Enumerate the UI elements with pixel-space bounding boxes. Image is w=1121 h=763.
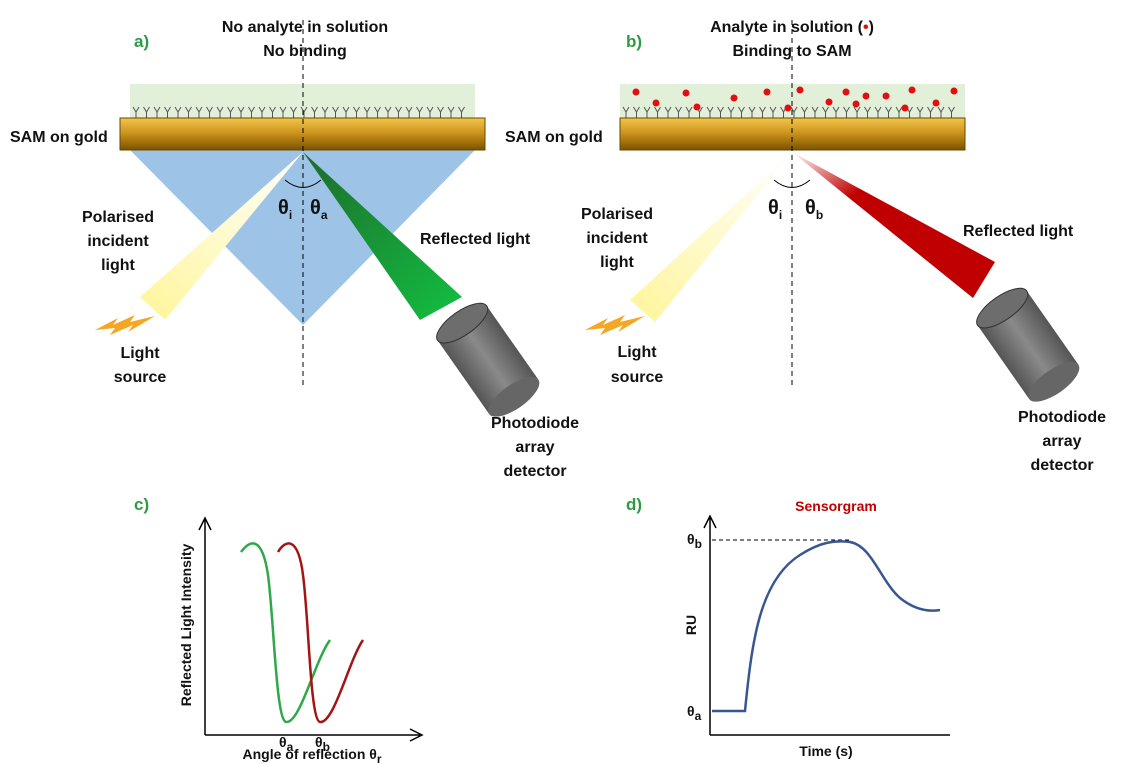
panel-b: b) Analyte in solution (•) Binding to SA…: [505, 19, 1106, 474]
panel-d: d) Sensorgram RU Time (s) θb θa: [626, 495, 950, 759]
y-axis-label: Reflected Light Intensity: [178, 544, 194, 707]
axes: [199, 518, 422, 741]
panel-label: b): [626, 32, 642, 51]
title: Analyte in solution (•): [710, 19, 874, 36]
source-label: source: [114, 369, 167, 386]
title: Sensorgram: [795, 498, 877, 514]
surface-label: SAM on gold: [505, 129, 603, 146]
incident-label: light: [600, 254, 634, 271]
detector-label: array: [515, 439, 554, 456]
diagram: a) No analyte in solution No binding SAM…: [0, 0, 1121, 763]
source-label: source: [611, 369, 664, 386]
incident-label: incident: [586, 230, 648, 247]
detector-label: array: [1042, 433, 1081, 450]
sensorgram-curve: [712, 541, 940, 711]
surface-label: SAM on gold: [10, 129, 108, 146]
incident-label: Polarised: [82, 209, 154, 226]
panel-a: a) No analyte in solution No binding SAM…: [10, 19, 579, 480]
detector-label: Photodiode: [491, 415, 579, 432]
panel-label: a): [134, 32, 149, 51]
reflected-label: Reflected light: [963, 223, 1074, 240]
level-label: θa: [687, 703, 702, 723]
title: No analyte in solution: [222, 19, 388, 36]
source-label: Light: [617, 344, 657, 361]
angle-label: θb: [805, 197, 823, 222]
detector-label: detector: [1030, 457, 1093, 474]
panel-c: c) Reflected Light Intensity Angle of re…: [134, 495, 422, 763]
incident-beam: [630, 152, 792, 322]
title: No binding: [263, 43, 347, 60]
incident-label: incident: [87, 233, 149, 250]
detector-label: detector: [503, 463, 566, 480]
curve-a: [241, 543, 330, 722]
detector-icon: [971, 281, 1086, 409]
detector-label: Photodiode: [1018, 409, 1106, 426]
incident-label: Polarised: [581, 206, 653, 223]
x-axis-label: Angle of reflection θr: [242, 746, 381, 763]
source-label: Light: [120, 345, 160, 362]
panel-label: c): [134, 495, 149, 514]
axes: [704, 516, 950, 735]
light-source-icon: [95, 315, 155, 335]
angle-label: θi: [768, 197, 782, 222]
y-axis-label: RU: [683, 615, 699, 635]
reflected-label: Reflected light: [420, 231, 531, 248]
x-axis-label: Time (s): [799, 743, 852, 759]
curve-b: [278, 543, 363, 722]
light-source-icon: [585, 315, 645, 335]
panel-label: d): [626, 495, 642, 514]
detector-icon: [431, 296, 546, 424]
level-label: θb: [687, 531, 702, 551]
title: Binding to SAM: [732, 43, 851, 60]
incident-label: light: [101, 257, 135, 274]
